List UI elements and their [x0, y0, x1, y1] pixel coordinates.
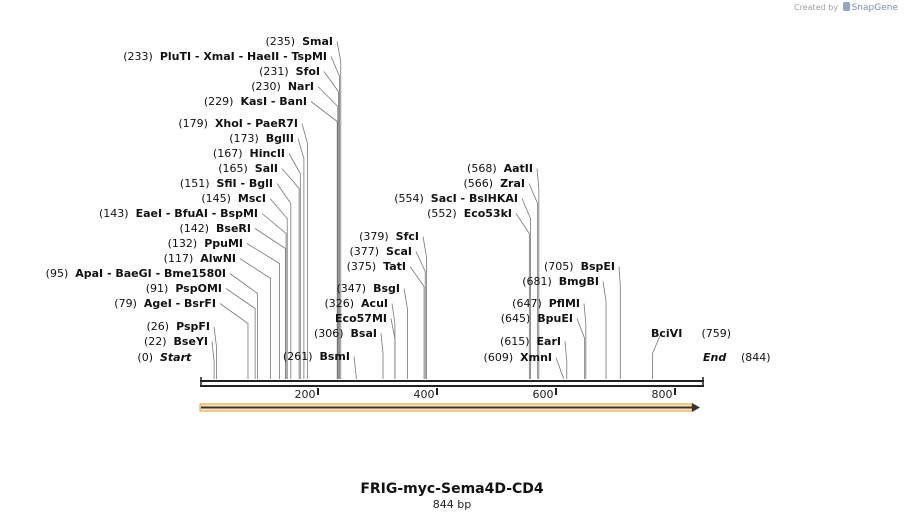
snapgene-watermark: Created by SnapGene — [794, 2, 898, 13]
feature-arrow-head — [692, 403, 700, 412]
site-SfoI: (231) SfoI — [259, 65, 320, 78]
leader-line-PspOMI — [225, 288, 256, 379]
site-MscI: (145) MscI — [201, 192, 266, 205]
site-Eco57MI: Eco57MI — [335, 312, 387, 325]
site-ZraI: (566) ZraI — [464, 177, 526, 190]
leader-line-AatII — [536, 168, 540, 379]
sequence-name: FRIG-myc-Sema4D-CD4 — [360, 481, 544, 497]
sequence-map: 200 400 600 800 (0) Start End (844) (22)… — [46, 35, 771, 412]
site-BspEI: (705) BspEI — [544, 260, 615, 273]
site-SfiI: (151) SfiI - BglI — [180, 177, 273, 190]
leader-line-ScaI — [415, 251, 426, 379]
site-PpuMI: (132) PpuMI — [168, 237, 243, 250]
site-AatII: (568) AatII — [467, 162, 533, 175]
leader-line-ZraI — [528, 183, 539, 379]
leader-line-PluTI — [330, 56, 340, 379]
leader-line-XmnI — [555, 357, 564, 379]
site-BseYI: (22) BseYI — [144, 335, 208, 348]
leader-line-SfoI — [323, 71, 339, 379]
site-EarI: (615) EarI — [500, 335, 561, 348]
leader-line-PflMI — [583, 303, 587, 379]
site-SacI: (554) SacI - BslHKAI — [394, 192, 518, 205]
leader-line-SmaI — [336, 41, 342, 379]
site-BpuEI: (645) BpuEI — [501, 312, 573, 325]
leader-line-KasI — [310, 101, 338, 379]
site-XmnI: (609) XmnI — [484, 351, 552, 364]
site-KasI: (229) KasI - BanI — [204, 95, 307, 108]
leader-line-PpuMI — [246, 243, 280, 379]
site-PspOMI: (91) PspOMI — [146, 282, 222, 295]
leader-line-SacI — [521, 198, 531, 379]
leader-line-EarI — [564, 341, 568, 379]
ruler-label-400: 400 — [414, 388, 435, 401]
leader-line-Eco53kI — [515, 213, 530, 379]
leader-line-BseRI — [254, 228, 286, 379]
leader-line-SalI — [281, 168, 300, 379]
ruler-label-200: 200 — [295, 388, 316, 401]
leader-line-EaeI — [261, 213, 287, 379]
site-ScaI: (377) ScaI — [349, 245, 412, 258]
site-NarI: (230) NarI — [251, 80, 314, 93]
end-label: End — [703, 351, 726, 364]
leader-line-BciVI — [652, 333, 662, 379]
leader-line-PspFI — [213, 326, 217, 379]
leader-line-AcuI — [391, 303, 396, 379]
site-BsgI: (347) BsgI — [337, 282, 400, 295]
site-EaeI: (143) EaeI - BfuAI - BspMI — [99, 207, 258, 220]
site-SalI: (165) SalI — [218, 162, 278, 175]
site-SmaI: (235) SmaI — [266, 35, 333, 48]
leader-line-ApaI — [229, 273, 258, 379]
leader-line-NarI — [317, 86, 339, 379]
leader-line-HincII — [288, 153, 301, 379]
site-BsmI: (261) BsmI — [283, 350, 350, 363]
ruler-label-600: 600 — [533, 388, 554, 401]
site-BseRI: (142) BseRI — [179, 222, 251, 235]
site-ApaI: (95) ApaI - BaeGI - Bme1580I — [46, 267, 226, 280]
start-label: Start — [160, 351, 192, 364]
leader-line-BmgBI — [602, 281, 607, 379]
site-BsaI: (306) BsaI — [314, 327, 377, 340]
site-PspFI: (26) PspFI — [147, 320, 210, 333]
leader-line-Eco57MI — [390, 318, 396, 379]
leader-line-AgeI — [219, 303, 249, 379]
watermark-brand: SnapGene — [851, 3, 898, 13]
leader-line-BsaI — [380, 333, 384, 379]
site-AgeI: (79) AgeI - BsrFI — [114, 297, 216, 310]
site-PflMI: (647) PflMI — [512, 297, 580, 310]
leader-line-SfiI — [276, 183, 292, 379]
site-TatI: (375) TatI — [347, 260, 406, 273]
site-XhoI: (179) XhoI - PaeR7I — [178, 117, 298, 130]
ruler-label-800: 800 — [652, 388, 673, 401]
site-AlwNI: (117) AlwNI — [164, 252, 236, 265]
sequence-length: 844 bp — [432, 498, 472, 511]
leader-line-BsmI — [353, 356, 357, 379]
site-HincII: (167) HincII — [213, 147, 285, 160]
leader-line-BpuEI — [576, 318, 586, 379]
site-Eco53kI: (552) Eco53kI — [427, 207, 512, 220]
site-PluTI: (233) PluTI - XmaI - HaeII - TspMI — [123, 50, 327, 63]
leader-line-AlwNI — [239, 258, 271, 379]
leader-line-BsgI — [403, 288, 408, 379]
leader-line-BseYI — [211, 341, 215, 379]
leader-line-MscI — [269, 198, 288, 379]
site-SfcI: (379) SfcI — [359, 230, 419, 243]
snapgene-logo-icon — [842, 2, 850, 11]
site-BglII: (173) BglII — [229, 132, 294, 145]
leader-line-XhoI — [301, 123, 308, 379]
watermark-prefix: Created by — [794, 3, 839, 12]
site-AcuI: (326) AcuI — [324, 297, 388, 310]
leader-line-BspEI — [618, 266, 621, 379]
leader-line-BglII — [297, 138, 305, 379]
start-position: (0) — [137, 351, 153, 364]
end-position: (844) — [741, 351, 771, 364]
leader-line-TatI — [409, 266, 425, 379]
site-BmgBI: (681) BmgBI — [522, 275, 599, 288]
site-BciVI: BciVI (759) — [651, 327, 731, 340]
leader-line-SfcI — [422, 236, 427, 379]
